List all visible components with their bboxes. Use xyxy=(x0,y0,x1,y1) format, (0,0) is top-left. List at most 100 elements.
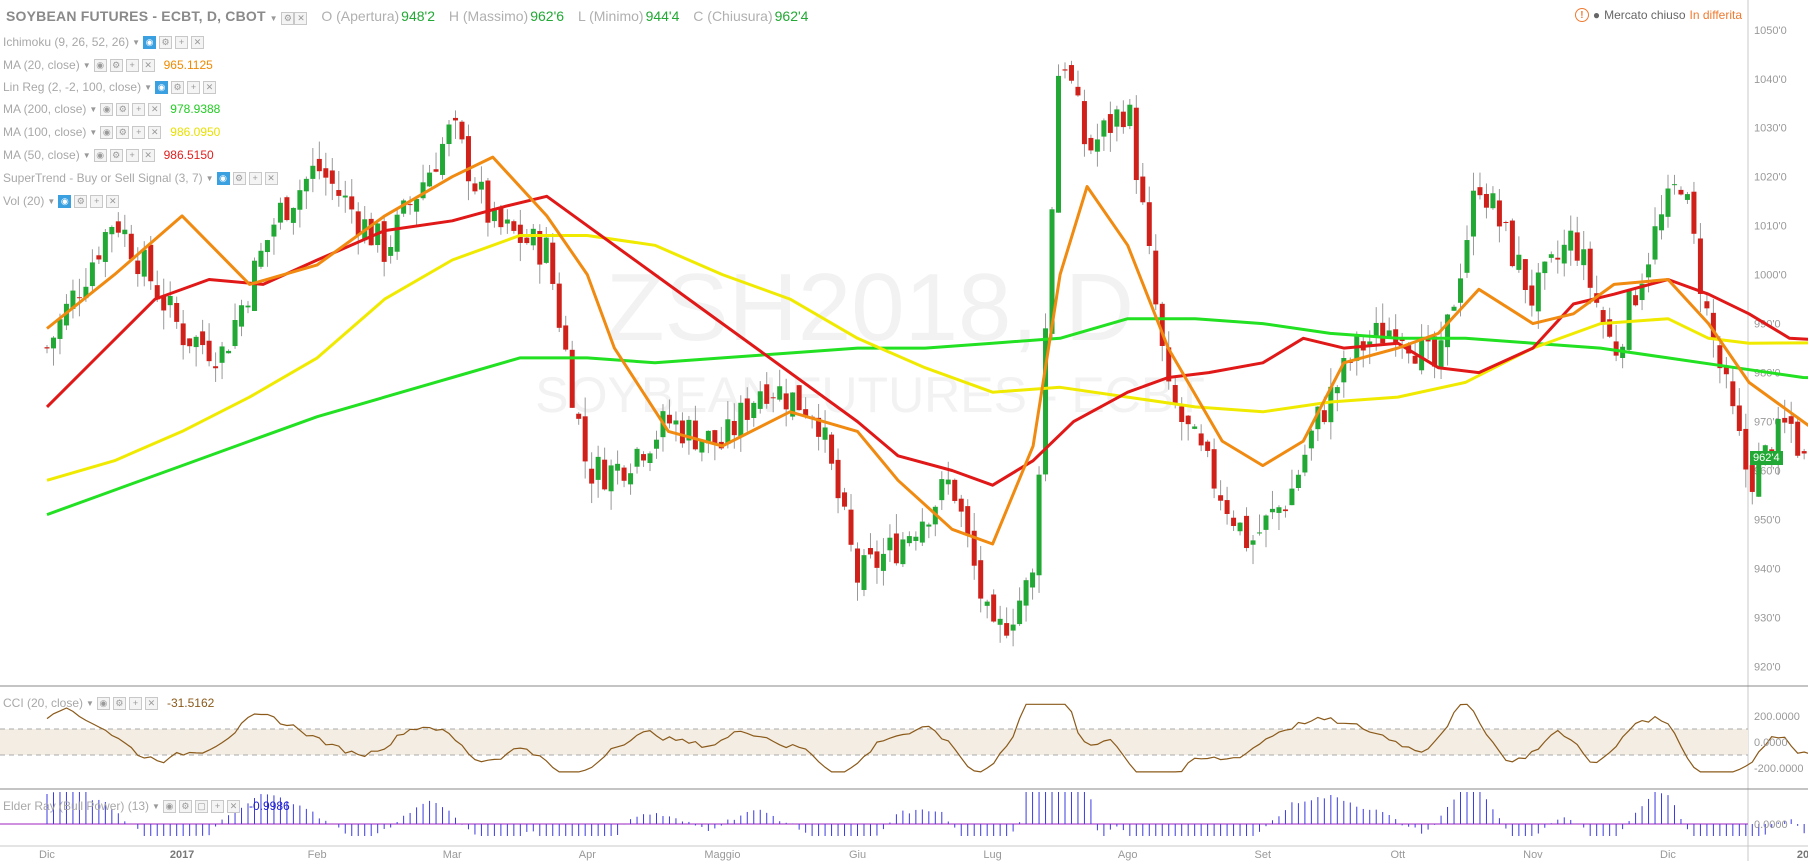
indicator-name[interactable]: Ichimoku (9, 26, 52, 26) xyxy=(3,35,130,49)
lock-icon[interactable]: ▢ xyxy=(194,799,208,813)
chevron-down-icon[interactable]: ▼ xyxy=(86,698,94,708)
close-icon[interactable]: ✕ xyxy=(141,58,155,72)
eye-icon[interactable]: ◉ xyxy=(216,171,230,185)
indicator-name[interactable]: MA (100, close) xyxy=(3,125,87,139)
settings-icon[interactable]: ⚙ xyxy=(178,799,192,813)
candle xyxy=(705,430,711,444)
candle xyxy=(1133,107,1139,181)
indicator-name[interactable]: Vol (20) xyxy=(3,194,45,208)
settings-icon[interactable]: ⚙ xyxy=(109,148,123,162)
eye-icon[interactable]: ◉ xyxy=(143,35,156,49)
plus-icon[interactable]: + xyxy=(187,80,200,94)
plus-icon[interactable]: + xyxy=(132,102,146,116)
plus-icon[interactable]: + xyxy=(125,148,139,162)
candle xyxy=(790,392,796,417)
close-icon[interactable]: ✕ xyxy=(264,171,278,185)
settings-icon[interactable]: ⚙ xyxy=(159,35,172,49)
close-icon[interactable]: ✕ xyxy=(106,194,120,208)
settings-icon[interactable]: ⚙ xyxy=(116,125,130,139)
chevron-down-icon[interactable]: ▼ xyxy=(205,173,214,183)
settings-icon[interactable]: ⚙ xyxy=(232,171,246,185)
candle xyxy=(1386,330,1392,337)
eye-icon[interactable]: ◉ xyxy=(93,58,107,72)
plus-icon[interactable]: + xyxy=(210,799,224,813)
chevron-down-icon[interactable]: ▼ xyxy=(269,14,278,23)
candle xyxy=(284,197,290,221)
chevron-down-icon[interactable]: ▼ xyxy=(82,150,91,160)
x-tick-label: Apr xyxy=(579,849,596,861)
chevron-down-icon[interactable]: ▼ xyxy=(144,82,152,92)
chevron-down-icon[interactable]: ▼ xyxy=(82,60,91,70)
candle xyxy=(1373,322,1379,336)
settings-icon[interactable]: ⚙ xyxy=(171,80,184,94)
eye-icon[interactable]: ◉ xyxy=(162,799,176,813)
candle xyxy=(835,459,841,499)
indicator-name[interactable]: MA (50, close) xyxy=(3,148,80,162)
chevron-down-icon[interactable]: ▼ xyxy=(89,127,98,137)
candle xyxy=(1775,418,1781,461)
eye-icon[interactable]: ◉ xyxy=(96,696,110,710)
plus-icon[interactable]: + xyxy=(90,194,104,208)
y-tick-label: 1010'0 xyxy=(1754,221,1787,233)
plus-icon[interactable]: + xyxy=(248,171,262,185)
chevron-down-icon[interactable]: ▼ xyxy=(152,801,160,811)
close-icon[interactable]: ✕ xyxy=(191,35,204,49)
candle xyxy=(193,336,199,348)
candle xyxy=(1684,194,1690,200)
candle xyxy=(102,232,108,262)
close-icon[interactable]: ✕ xyxy=(141,148,155,162)
close-icon[interactable]: ✕ xyxy=(148,102,162,116)
y-tick-label: 920'0 xyxy=(1754,661,1781,673)
plus-icon[interactable]: + xyxy=(132,125,146,139)
settings-icon[interactable]: ⚙ xyxy=(116,102,130,116)
eye-icon[interactable]: ◉ xyxy=(155,80,168,94)
plus-icon[interactable]: + xyxy=(125,58,139,72)
indicator-name[interactable]: MA (20, close) xyxy=(3,58,80,72)
indicator-name[interactable]: SuperTrend - Buy or Sell Signal (3, 7) xyxy=(3,171,203,185)
candle xyxy=(550,242,556,284)
indicator-name[interactable]: Lin Reg (2, -2, 100, close) xyxy=(3,80,142,94)
elder-label[interactable]: Elder Ray (Bull Power) (13) xyxy=(3,799,150,813)
candle xyxy=(1315,406,1321,430)
chevron-down-icon[interactable]: ▼ xyxy=(47,196,56,206)
plus-icon[interactable]: + xyxy=(175,35,188,49)
candle xyxy=(1088,137,1094,151)
market-closed-text: Mercato chiuso xyxy=(1604,8,1686,22)
chevron-down-icon[interactable]: ▼ xyxy=(89,104,98,114)
candle xyxy=(349,196,355,210)
candle xyxy=(174,302,180,322)
close-icon[interactable]: ✕ xyxy=(203,80,216,94)
eye-icon[interactable]: ◉ xyxy=(100,125,114,139)
candle xyxy=(1153,250,1159,305)
ohlc-open-label: O (Apertura) xyxy=(321,8,400,24)
close-icon[interactable]: ✕ xyxy=(144,696,158,710)
plus-icon[interactable]: + xyxy=(128,696,142,710)
warning-icon[interactable]: ! xyxy=(1574,8,1589,22)
candle xyxy=(219,346,225,363)
candle xyxy=(452,117,458,121)
eye-icon[interactable]: ◉ xyxy=(93,148,107,162)
candle xyxy=(1697,238,1703,294)
chevron-down-icon[interactable]: ▼ xyxy=(132,37,140,47)
symbol-title[interactable]: SOYBEAN FUTURES - ECBT, D, CBOT xyxy=(6,8,266,24)
candle xyxy=(1483,193,1489,208)
settings-icon[interactable]: ⚙ xyxy=(281,12,295,25)
settings-icon[interactable]: ⚙ xyxy=(74,194,88,208)
candle xyxy=(589,468,595,484)
close-icon[interactable]: ✕ xyxy=(148,125,162,139)
indicator-name[interactable]: MA (200, close) xyxy=(3,102,87,116)
candle xyxy=(329,170,335,184)
eye-icon[interactable]: ◉ xyxy=(58,194,72,208)
close-icon[interactable]: ✕ xyxy=(226,799,240,813)
close-icon[interactable]: ✕ xyxy=(294,12,308,25)
x-tick-label: Nov xyxy=(1523,849,1543,861)
settings-icon[interactable]: ⚙ xyxy=(112,696,126,710)
candle xyxy=(226,350,232,354)
cci-label[interactable]: CCI (20, close) xyxy=(3,696,84,710)
candle xyxy=(1004,623,1010,636)
candle xyxy=(1068,65,1074,81)
settings-icon[interactable]: ⚙ xyxy=(109,58,123,72)
candle xyxy=(1010,624,1016,631)
eye-icon[interactable]: ◉ xyxy=(100,102,114,116)
